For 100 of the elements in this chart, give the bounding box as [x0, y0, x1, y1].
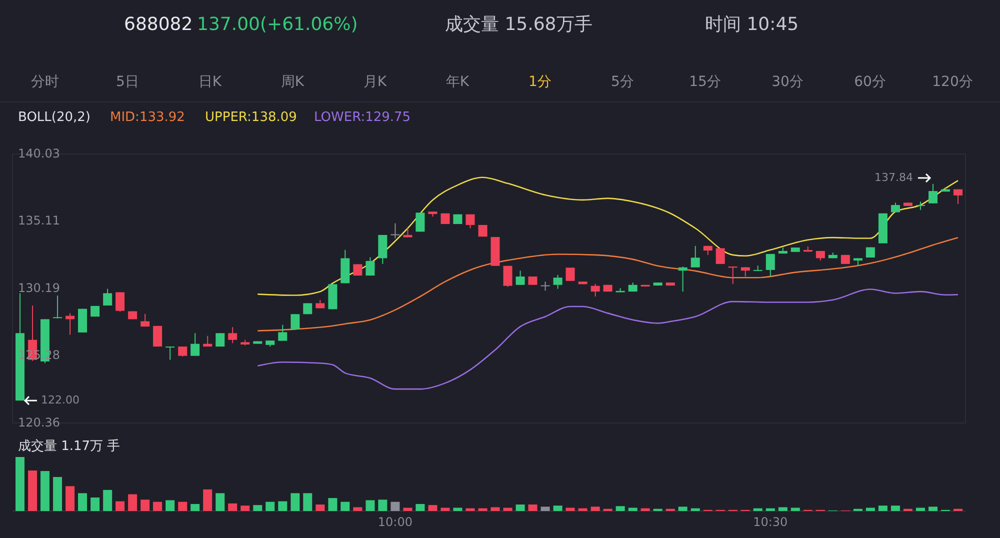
candlestick — [116, 292, 125, 312]
text: 137.00(+61.06%) — [197, 14, 358, 35]
bar — [340, 502, 350, 511]
text: 688082 — [124, 14, 193, 35]
bar — [16, 457, 25, 511]
candlestick — [390, 222, 400, 239]
line-series — [257, 236, 959, 332]
bar — [153, 502, 162, 511]
candlestick — [166, 346, 175, 360]
category-label: 年K — [446, 74, 470, 90]
bar — [540, 506, 550, 511]
bar — [253, 505, 262, 511]
candlestick — [278, 324, 288, 342]
bar — [28, 470, 38, 511]
bar — [140, 500, 150, 511]
y-tick-label: 140.03 — [18, 146, 60, 160]
category-label: 分时 — [31, 74, 59, 90]
bar — [478, 508, 488, 511]
x-tick-label: 10:00 — [378, 515, 412, 529]
candlestick — [928, 183, 938, 204]
line-series — [257, 288, 959, 390]
bar — [578, 508, 588, 511]
candlestick — [228, 326, 238, 344]
candlestick — [78, 308, 88, 333]
bar — [66, 486, 75, 511]
bar — [353, 507, 362, 511]
candlestick — [190, 332, 200, 356]
bar — [416, 504, 425, 511]
bar — [403, 508, 412, 511]
bar — [128, 494, 138, 511]
bar — [753, 508, 762, 511]
category-label: 15分 — [689, 74, 721, 90]
bar — [266, 502, 275, 511]
candlestick — [753, 265, 762, 272]
bar — [103, 490, 112, 511]
candlestick — [403, 228, 412, 238]
bar — [490, 507, 500, 511]
bar — [916, 508, 925, 511]
category-label: 日K — [198, 74, 222, 90]
candlestick — [216, 332, 225, 348]
bar — [378, 500, 388, 511]
bar — [228, 503, 238, 511]
candlestick — [890, 202, 900, 213]
bar — [790, 508, 800, 511]
candlestick — [716, 248, 725, 264]
candlestick — [566, 267, 575, 282]
candlestick — [366, 256, 375, 276]
candlestick — [728, 266, 738, 284]
bar — [190, 504, 200, 511]
bar — [553, 506, 562, 511]
text: LOWER:129.75 — [314, 110, 411, 125]
y-tick-label: 130.19 — [18, 280, 60, 295]
bar — [240, 506, 250, 511]
category-label: 月K — [363, 74, 388, 90]
chart-title: 成交量 1.17万 手 — [18, 438, 120, 454]
bar — [216, 493, 225, 511]
candlestick — [103, 288, 112, 306]
bar — [466, 508, 475, 511]
candlestick — [740, 266, 750, 278]
y-tick-label: 120.36 — [18, 415, 60, 430]
bar — [178, 502, 188, 511]
bar — [628, 508, 638, 511]
candlestick — [290, 314, 300, 330]
bar — [116, 501, 125, 511]
candlestick — [678, 266, 688, 292]
bar — [278, 501, 288, 511]
candlestick — [540, 281, 550, 292]
candlestick — [553, 274, 562, 290]
candlestick — [916, 201, 925, 210]
candlestick — [953, 188, 962, 204]
bar — [616, 506, 625, 511]
bar — [528, 504, 538, 511]
text: 时间 10:45 — [705, 14, 799, 35]
bar — [390, 502, 400, 511]
bar — [53, 476, 62, 511]
bar — [328, 498, 338, 511]
bar — [290, 493, 300, 511]
candlestick — [416, 212, 425, 232]
bar — [866, 508, 875, 511]
x-tick-label: 10:30 — [753, 515, 788, 529]
annotation: 122.00 — [41, 394, 80, 407]
y-tick-label: 125.28 — [18, 348, 60, 362]
bar — [640, 508, 650, 511]
bar — [778, 507, 788, 511]
annotation: 137.84 — [874, 170, 914, 184]
bar — [766, 508, 775, 511]
bar — [366, 500, 375, 511]
bar — [428, 505, 438, 511]
candlestick — [590, 283, 600, 297]
candlestick — [766, 253, 775, 278]
bar — [440, 508, 450, 511]
candlestick — [503, 265, 512, 288]
bar — [878, 506, 888, 511]
bar — [90, 498, 100, 511]
y-tick-label: 135.11 — [18, 214, 60, 228]
bar — [928, 506, 938, 511]
candlestick — [140, 313, 150, 328]
category-label: 5日 — [116, 74, 139, 90]
category-label: 周K — [280, 74, 305, 90]
bar — [166, 500, 175, 511]
